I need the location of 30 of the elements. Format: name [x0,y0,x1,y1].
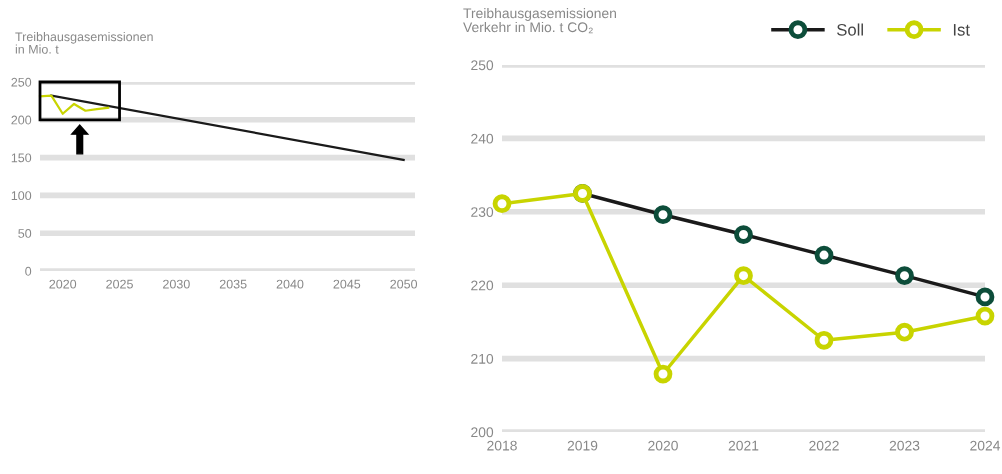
legend-label: Soll [837,23,863,36]
x-tick-label: 2040 [276,279,304,289]
y-tick-label: 250 [11,77,32,87]
y-tick-label: 250 [471,60,494,71]
x-tick-label: 2035 [219,279,247,289]
y-tick-label: 200 [471,427,494,438]
x-tick-label: 2019 [567,440,598,451]
y-tick-label: 210 [471,353,494,364]
x-tick-label: 2024 [970,440,1001,451]
chart-title: Treibhausgasemissionen in Mio. t [15,32,153,54]
x-tick-label: 2025 [106,279,133,289]
y-tick-label: 150 [11,153,32,163]
y-tick-label: 200 [11,115,32,125]
x-tick-label: 2020 [648,440,678,451]
x-tick-label: 2018 [487,440,517,451]
x-tick-label: 2050 [390,279,418,289]
x-tick-label: 2045 [333,279,361,289]
y-tick-label: 220 [471,280,494,291]
legend-label: Ist [953,24,970,36]
y-tick-label: 240 [471,133,494,144]
y-tick-label: 230 [471,207,494,217]
y-tick-label: 100 [11,191,32,201]
x-tick-label: 2021 [728,440,759,451]
x-tick-label: 2023 [889,440,920,451]
chart-title: Treibhausgasemissionen Verkehr in Mio. t CO₂ [463,8,616,34]
y-tick-label: 50 [18,229,32,238]
x-tick-label: 2022 [809,440,839,451]
x-tick-label: 2030 [163,279,190,289]
x-tick-label: 2020 [49,279,77,289]
y-tick-label: 0 [25,266,32,276]
